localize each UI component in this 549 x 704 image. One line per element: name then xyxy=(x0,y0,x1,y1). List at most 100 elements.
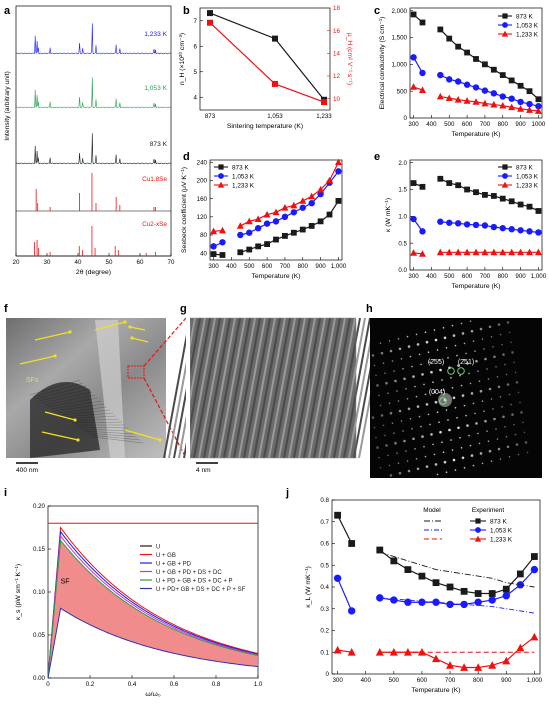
kappa-lattice-point xyxy=(474,590,482,597)
kappa-point xyxy=(463,221,471,228)
diffraction-spot xyxy=(407,469,411,473)
seebeck-point xyxy=(317,185,325,193)
sigma-ytick-label: 1,500 xyxy=(392,35,408,42)
diffraction-spot xyxy=(400,420,403,422)
diffraction-spot xyxy=(415,458,418,460)
diffraction-spot xyxy=(414,448,416,450)
diffraction-spot xyxy=(496,438,499,440)
kappa-lattice-ylabel: κ_L (W mK⁻¹) xyxy=(305,566,312,607)
kappa-point xyxy=(455,182,462,189)
diffraction-spot xyxy=(502,415,505,419)
seebeck-point xyxy=(237,249,244,256)
diffraction-spot xyxy=(405,450,407,452)
diffraction-spot xyxy=(412,375,415,378)
diffraction-spot xyxy=(380,414,384,417)
seebeck-point xyxy=(326,176,334,184)
kappa-lattice-point xyxy=(376,546,384,554)
seebeck-point xyxy=(218,226,226,234)
diffraction-spot xyxy=(495,428,497,430)
diffraction-spot xyxy=(497,323,501,326)
sigma-series-line xyxy=(440,95,539,112)
diffraction-spot xyxy=(389,411,393,415)
diffraction-spot xyxy=(466,362,469,365)
seebeck-point xyxy=(263,210,271,218)
legend-model-header: Model xyxy=(423,507,440,514)
model-line xyxy=(379,551,535,588)
kappa-point xyxy=(473,189,479,196)
diffraction-spot xyxy=(402,430,404,432)
kappa-point xyxy=(419,183,426,190)
diffraction-spot xyxy=(460,447,463,449)
kappa-lattice-point xyxy=(389,648,398,656)
diffraction-spot xyxy=(405,388,407,390)
sigma-point xyxy=(499,72,506,78)
diffraction-spot xyxy=(439,368,442,372)
letter-a: a xyxy=(4,5,11,17)
diffraction-spot xyxy=(526,451,529,454)
diffraction-spot xyxy=(519,401,521,404)
diffraction-spot xyxy=(418,353,421,356)
diffraction-spot xyxy=(478,442,481,445)
sigma-point xyxy=(508,77,515,84)
seebeck-legend-label: 1,233 K xyxy=(232,182,255,189)
diffraction-spot xyxy=(490,336,493,338)
sigma-point xyxy=(490,90,498,97)
carrier-y2tick-label: 14 xyxy=(333,51,340,58)
diffraction-spot xyxy=(488,325,492,329)
lattice-fringe xyxy=(203,317,231,459)
sf-arrow-head xyxy=(73,418,77,422)
diffraction-spot xyxy=(466,424,469,427)
diffraction-spot xyxy=(443,336,447,340)
diffraction-spot xyxy=(493,355,496,359)
sigma-point xyxy=(526,106,534,113)
tem-stripe xyxy=(53,403,105,412)
spectral-legend-label: U + PD + GB + DS + DC + P xyxy=(156,578,233,584)
panel-g-hrtem: 4 nm xyxy=(163,317,386,474)
diffraction-spot xyxy=(445,409,448,411)
seebeck-legend-label: 873 K xyxy=(232,164,249,171)
seebeck-point xyxy=(308,223,315,229)
seebeck-point xyxy=(290,229,297,236)
diffraction-spot xyxy=(433,453,436,456)
spectral-xtick-label: 0.8 xyxy=(212,681,221,688)
kappa-xtick-label: 900 xyxy=(515,273,526,280)
diffraction-spot xyxy=(484,357,487,361)
kappa-point xyxy=(517,248,525,256)
diffraction-spot xyxy=(450,377,452,379)
panel-f-tem: SFs 400 nm xyxy=(6,317,187,474)
sf-arrow-head xyxy=(53,354,57,358)
sigma-point xyxy=(535,96,542,103)
kappa-point xyxy=(410,180,417,186)
spectral-ytick-label: 0.05 xyxy=(33,632,46,639)
diffraction-spot xyxy=(477,370,479,373)
diffraction-spot xyxy=(468,372,470,375)
kappa-lattice-xtick-label: 300 xyxy=(332,677,343,684)
sigma-point xyxy=(499,93,506,100)
sigma-point xyxy=(419,19,426,26)
spectral-legend-label: U + PD+ GB + DS + DC + P + SF xyxy=(156,587,246,593)
kappa-frame xyxy=(409,159,543,271)
seebeck-legend-marker xyxy=(218,173,224,179)
kappa-lattice-ytick-label: 0.5 xyxy=(320,562,329,569)
lattice-fringe xyxy=(343,317,371,459)
diffraction-spot xyxy=(511,413,514,416)
lattice-fringe xyxy=(178,317,206,459)
sigma-point xyxy=(499,101,507,109)
diffraction-spot xyxy=(461,456,465,460)
letter-c: c xyxy=(374,5,380,17)
kappa-point xyxy=(490,248,498,256)
kappa-lattice-point xyxy=(488,590,496,597)
sigma-point xyxy=(445,94,453,102)
diffraction-spot xyxy=(474,350,476,353)
seebeck-xtick-label: 600 xyxy=(262,263,273,270)
kappa-lattice-point xyxy=(530,553,538,560)
kappa-lattice-point xyxy=(334,511,342,519)
diffraction-spot xyxy=(486,368,488,370)
kappa-point xyxy=(446,180,453,186)
kappa-xlabel: Temperature (K) xyxy=(451,283,500,290)
diffraction-spot xyxy=(411,428,413,430)
diffraction-spot xyxy=(463,404,466,407)
diffraction-spot xyxy=(406,335,409,338)
kappa-lattice-point xyxy=(347,607,356,615)
